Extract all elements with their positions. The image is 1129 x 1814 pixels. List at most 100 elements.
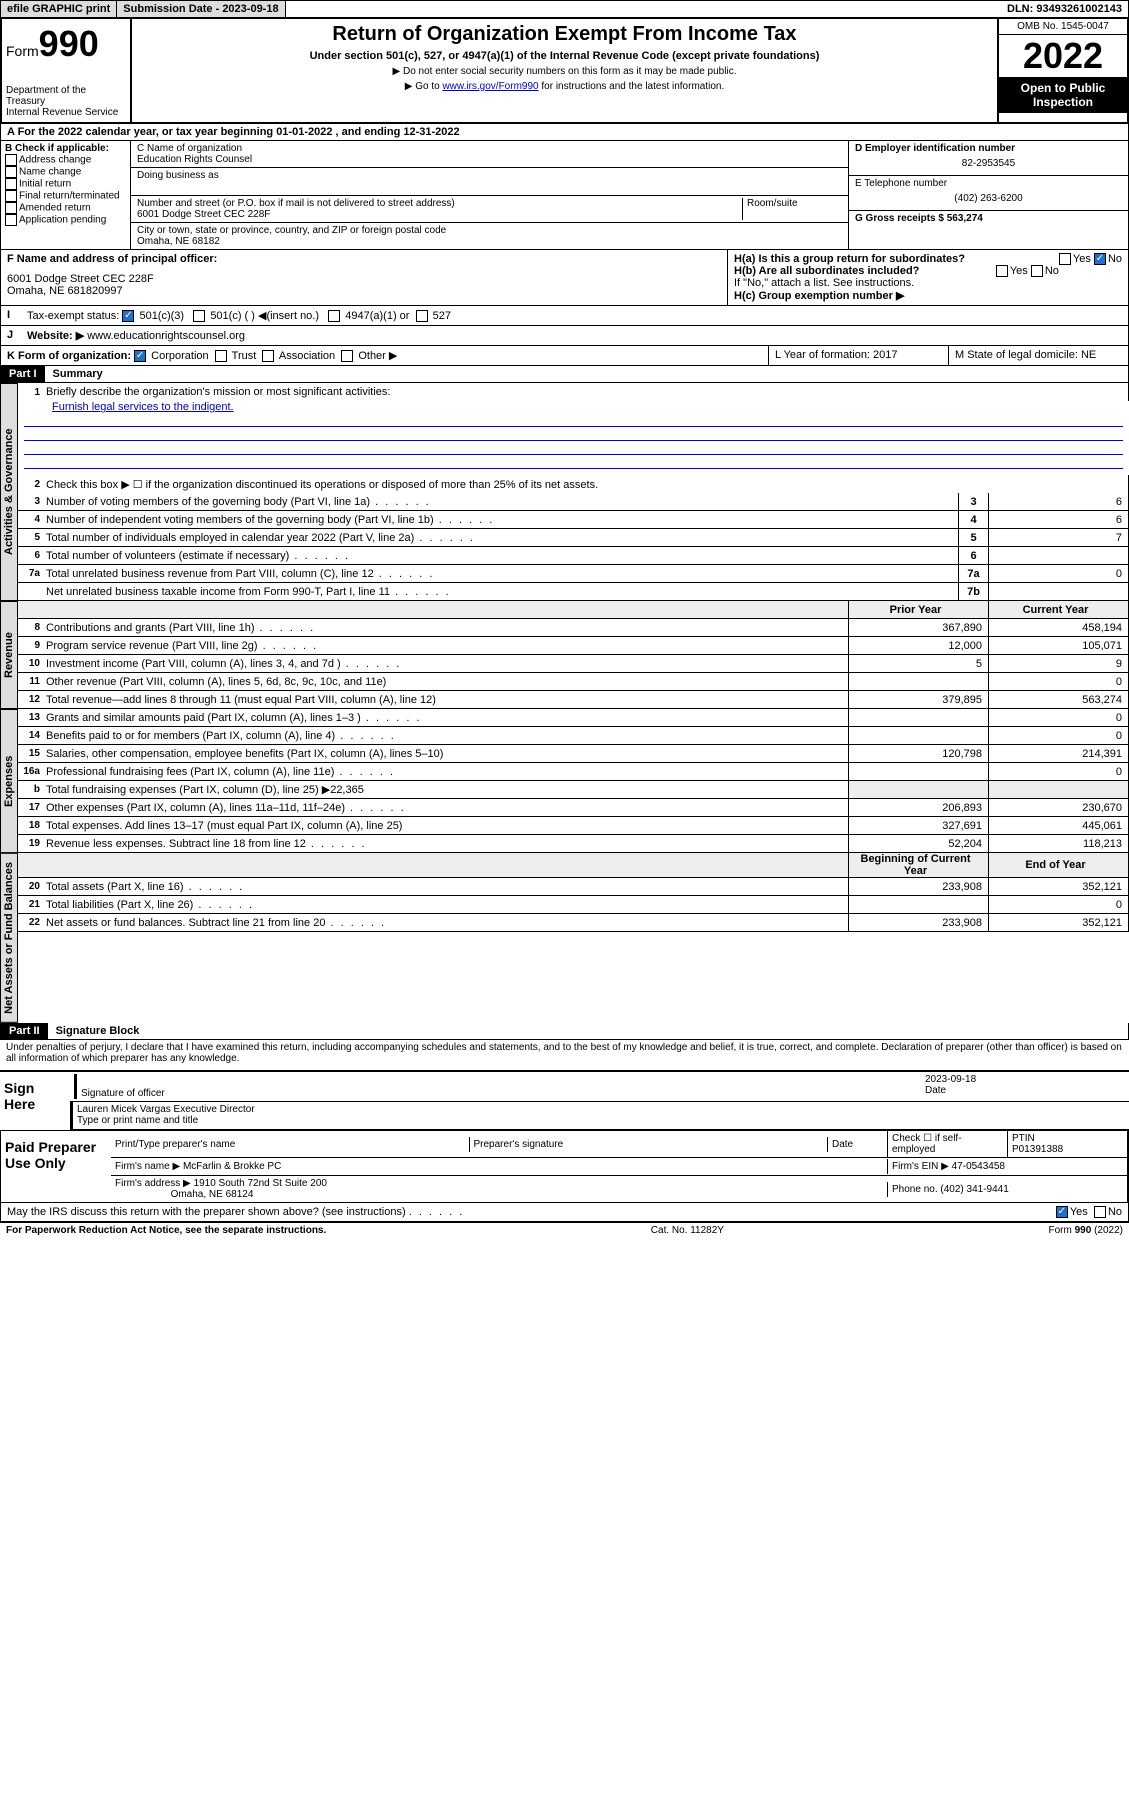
line13-label: Grants and similar amounts paid (Part IX…: [46, 710, 848, 726]
dept-treasury: Department of the Treasury: [6, 85, 126, 107]
efile-print-btn[interactable]: efile GRAPHIC print: [1, 1, 117, 17]
cb-name-change[interactable]: [5, 166, 17, 178]
prep-sig-label: Preparer's signature: [469, 1137, 828, 1152]
tab-expenses: Expenses: [0, 709, 18, 853]
cb-ha-yes[interactable]: [1059, 253, 1071, 265]
row-k-form-org: K Form of organization: Corporation Trus…: [0, 346, 1129, 366]
line9-label: Program service revenue (Part VIII, line…: [46, 638, 848, 654]
firm-phone: (402) 341-9441: [940, 1184, 1008, 1195]
discuss-label: May the IRS discuss this return with the…: [7, 1206, 406, 1218]
firm-ein-label: Firm's EIN ▶: [892, 1161, 949, 1172]
cb-501c3[interactable]: [122, 310, 134, 322]
form-org-label: K Form of organization:: [7, 350, 131, 362]
org-name: Education Rights Counsel: [137, 154, 842, 165]
footer-catno: Cat. No. 11282Y: [651, 1225, 724, 1236]
mission-line: [24, 455, 1123, 469]
line16a-curr: 0: [988, 763, 1128, 780]
line10-prior: 5: [848, 655, 988, 672]
net-assets-section: Net Assets or Fund Balances Beginning of…: [0, 853, 1129, 1023]
hb-yes: Yes: [1010, 265, 1028, 277]
mission-text[interactable]: Furnish legal services to the indigent.: [52, 401, 234, 413]
part1-num: Part I: [1, 366, 45, 382]
year-formation: L Year of formation: 2017: [768, 346, 948, 365]
officer-addr2: Omaha, NE 681820997: [7, 285, 721, 297]
cb-assoc[interactable]: [262, 350, 274, 362]
line15-curr: 214,391: [988, 745, 1128, 762]
lbl-address-change: Address change: [19, 155, 91, 166]
tab-revenue: Revenue: [0, 601, 18, 709]
line15-prior: 120,798: [848, 745, 988, 762]
phone-value: (402) 263-6200: [855, 189, 1122, 208]
cb-final-return[interactable]: [5, 190, 17, 202]
opt-trust: Trust: [232, 350, 257, 362]
irs-link[interactable]: www.irs.gov/Form990: [442, 81, 538, 92]
line6-label: Total number of volunteers (estimate if …: [46, 548, 958, 564]
hdr-prior: Prior Year: [848, 601, 988, 618]
cb-ha-no[interactable]: [1094, 253, 1106, 265]
line16b-curr: [988, 781, 1128, 798]
cb-hb-no[interactable]: [1031, 265, 1043, 277]
cb-trust[interactable]: [215, 350, 227, 362]
hb-label: H(b) Are all subordinates included?: [734, 265, 919, 277]
city-label: City or town, state or province, country…: [137, 225, 842, 236]
line15-label: Salaries, other compensation, employee b…: [46, 746, 848, 762]
line22-label: Net assets or fund balances. Subtract li…: [46, 915, 848, 931]
note-post: for instructions and the latest informat…: [539, 81, 725, 92]
sign-here-label: Sign Here: [0, 1072, 70, 1130]
cb-corp[interactable]: [134, 350, 146, 362]
opt-4947: 4947(a)(1) or: [345, 310, 409, 322]
cb-amended[interactable]: [5, 202, 17, 214]
cb-527[interactable]: [416, 310, 428, 322]
sig-date-value: 2023-09-18: [925, 1074, 1125, 1085]
org-name-label: C Name of organization: [137, 143, 842, 154]
omb-number: OMB No. 1545-0047: [999, 19, 1127, 35]
form-subtitle: Under section 501(c), 527, or 4947(a)(1)…: [136, 50, 993, 62]
ein-value: 82-2953545: [855, 154, 1122, 173]
part2-num: Part II: [1, 1023, 48, 1039]
city-state-zip: Omaha, NE 68182: [137, 236, 842, 247]
cb-discuss-no[interactable]: [1094, 1206, 1106, 1218]
cb-initial-return[interactable]: [5, 178, 17, 190]
firm-ein: 47-0543458: [952, 1161, 1005, 1172]
col-b-header: B Check if applicable:: [5, 143, 126, 154]
line13-curr: 0: [988, 709, 1128, 726]
open-public-badge: Open to Public Inspection: [999, 77, 1127, 113]
cb-discuss-yes[interactable]: [1056, 1206, 1068, 1218]
cb-address-change[interactable]: [5, 154, 17, 166]
hdr-current: Current Year: [988, 601, 1128, 618]
tax-year: 2022: [999, 35, 1127, 77]
part1-header: Part I Summary: [0, 366, 1129, 383]
cb-hb-yes[interactable]: [996, 265, 1008, 277]
line9-prior: 12,000: [848, 637, 988, 654]
line18-label: Total expenses. Add lines 13–17 (must eq…: [46, 818, 848, 834]
lbl-final-return: Final return/terminated: [19, 191, 120, 202]
firm-addr2: Omaha, NE 68124: [171, 1189, 254, 1200]
prep-self-employed: Check ☐ if self-employed: [887, 1131, 1007, 1157]
line10-label: Investment income (Part VIII, column (A)…: [46, 656, 848, 672]
tab-governance: Activities & Governance: [0, 383, 18, 601]
form-number: 990: [39, 23, 99, 64]
line19-curr: 118,213: [988, 835, 1128, 852]
cb-other[interactable]: [341, 350, 353, 362]
governance-section: Activities & Governance 1Briefly describ…: [0, 383, 1129, 601]
cb-501c[interactable]: [193, 310, 205, 322]
line20-end: 352,121: [988, 878, 1128, 895]
opt-501c: 501(c) ( ) ◀(insert no.): [210, 310, 319, 322]
mission-line: [24, 413, 1123, 427]
irs-label: Internal Revenue Service: [6, 107, 126, 118]
part2-title: Signature Block: [48, 1023, 148, 1039]
prep-name-label: Print/Type preparer's name: [111, 1137, 469, 1152]
line3-val: 6: [988, 493, 1128, 510]
officer-addr1: 6001 Dodge Street CEC 228F: [7, 273, 721, 285]
ha-label: H(a) Is this a group return for subordin…: [734, 253, 965, 265]
lbl-app-pending: Application pending: [19, 215, 106, 226]
mission-line: [24, 441, 1123, 455]
opt-501c3: 501(c)(3): [139, 310, 184, 322]
line8-label: Contributions and grants (Part VIII, lin…: [46, 620, 848, 636]
line12-curr: 563,274: [988, 691, 1128, 708]
line20-beg: 233,908: [848, 878, 988, 895]
cb-4947[interactable]: [328, 310, 340, 322]
cb-app-pending[interactable]: [5, 214, 17, 226]
officer-name-label: Type or print name and title: [77, 1115, 1125, 1126]
line21-label: Total liabilities (Part X, line 26): [46, 897, 848, 913]
